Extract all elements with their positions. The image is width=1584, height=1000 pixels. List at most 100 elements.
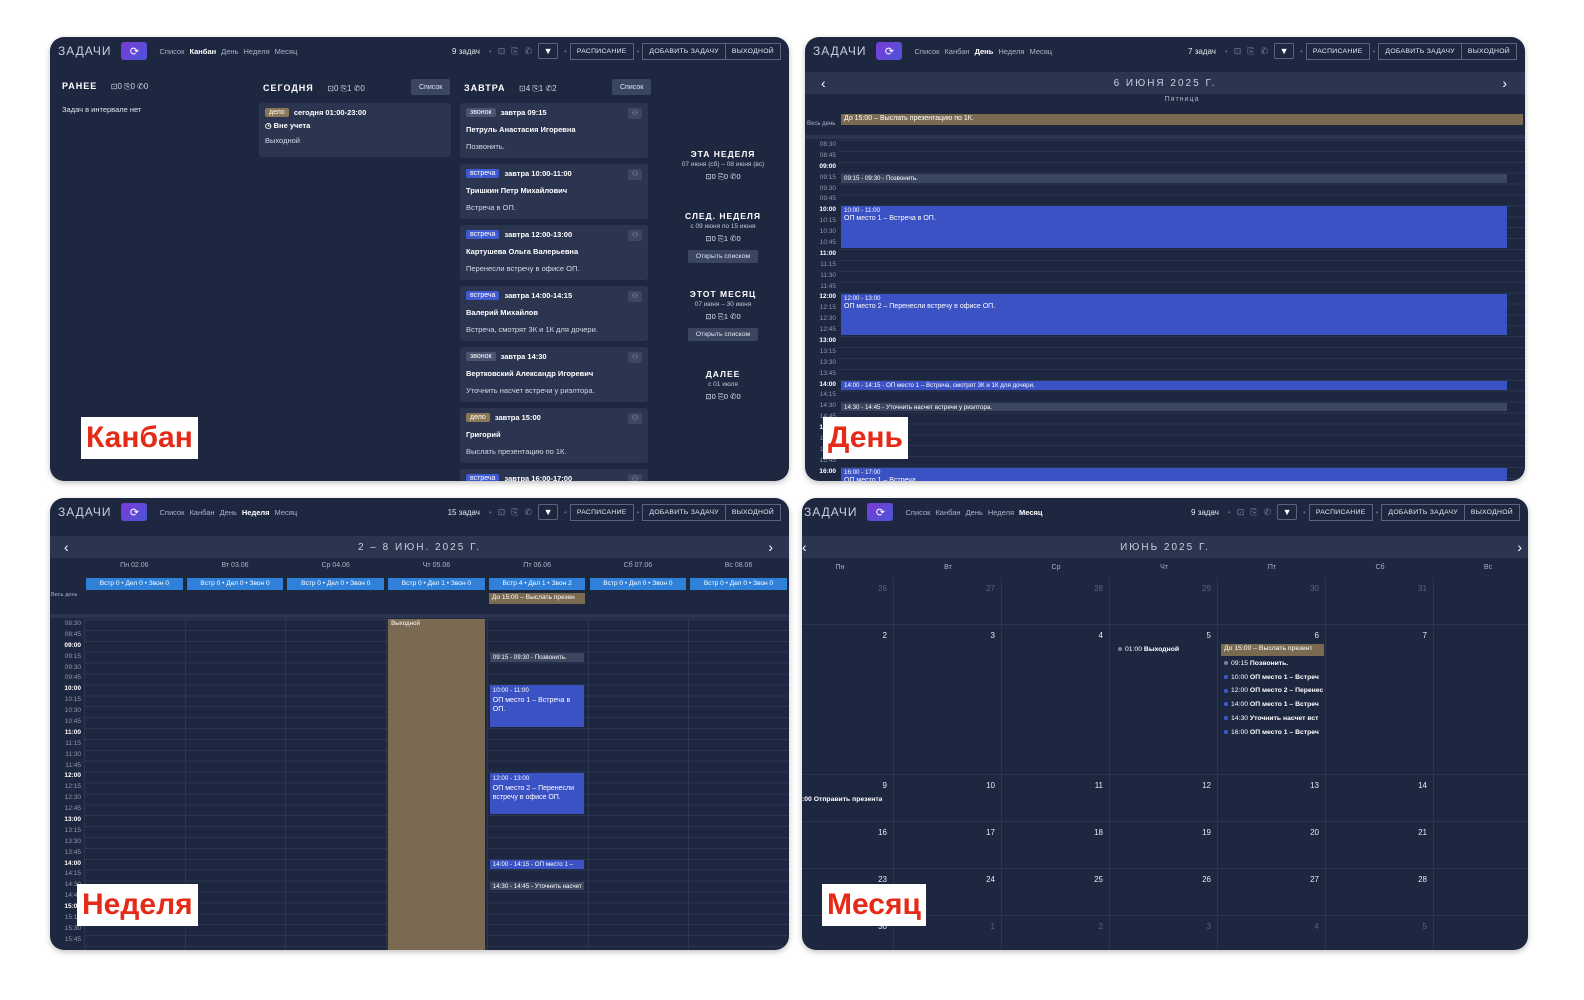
day-cell[interactable]: 26 xyxy=(802,578,894,625)
task-card[interactable]: встреча завтра 16:00-17:00 ⚇ xyxy=(460,469,648,481)
nav-day[interactable]: День xyxy=(221,46,239,56)
sync-icon[interactable]: ⟳ xyxy=(876,42,903,60)
month-event[interactable]: 16:00 ОП место 1 – Встреч xyxy=(1224,729,1324,736)
day-cell[interactable]: 12 xyxy=(1110,775,1218,822)
calendar-event[interactable]: 09:15 - 09:30 - Позвонить. xyxy=(489,652,585,662)
allday-event[interactable]: До 15:00 – Выслать презент xyxy=(1221,644,1324,656)
day-cell[interactable]: 7 xyxy=(1326,625,1434,775)
day-cell[interactable]: 16 xyxy=(802,822,894,869)
nav-month[interactable]: Месяц xyxy=(1029,46,1053,56)
day-summary-chip[interactable]: Встр 0 • Дел 0 • Звон 0 xyxy=(589,578,687,590)
nav-kanban[interactable]: Канбан xyxy=(189,46,217,56)
participants-icon[interactable]: ⚇ xyxy=(628,474,642,481)
day-cell[interactable]: 1 xyxy=(1434,578,1528,625)
open-list-button[interactable]: Открыть списком xyxy=(687,328,759,341)
day-cell[interactable]: 11 xyxy=(1002,775,1110,822)
day-off-button[interactable]: ВЫХОДНОЙ xyxy=(1460,42,1517,60)
day-cell[interactable]: 13 xyxy=(1218,775,1326,822)
task-card[interactable]: встреча завтра 14:00-14:15 ⚇ Валерий Михайл… xyxy=(460,286,648,341)
briefcase-icon[interactable]: ⊡ xyxy=(1233,45,1242,56)
day-cell[interactable]: 29 xyxy=(1110,578,1218,625)
nav-month[interactable]: Месяц xyxy=(274,507,298,517)
day-cell[interactable]: 4 xyxy=(1002,625,1110,775)
nav-month[interactable]: Месяц xyxy=(274,46,298,56)
nav-kanban[interactable]: Канбан xyxy=(189,507,215,517)
month-event[interactable]: 14:00 ОП место 1 – Встреч xyxy=(1224,701,1324,708)
phone-icon[interactable]: ✆ xyxy=(524,506,533,517)
calendar-event[interactable]: 14:30 - 14:45 - Уточнить насчет xyxy=(489,881,585,891)
filter-icon[interactable]: ▼ xyxy=(1277,504,1298,520)
day-summary-chip[interactable]: Встр 4 • Дел 1 • Звон 2 xyxy=(488,578,586,590)
day-cell[interactable] xyxy=(1434,869,1528,916)
calendar-event[interactable]: 14:30 - 14:45 - Уточнить насчет встречи … xyxy=(841,402,1507,412)
nav-day[interactable]: День xyxy=(219,507,237,517)
add-task-button[interactable]: ДОБАВИТЬ ЗАДАЧУ xyxy=(1381,503,1464,521)
month-event[interactable]: 01:00 Выходной xyxy=(1118,646,1179,653)
day-cell[interactable]: 21 xyxy=(1326,822,1434,869)
task-card[interactable]: встреча завтра 10:00-11:00 ⚇ Тришкин Петр М… xyxy=(460,164,648,219)
schedule-button[interactable]: РАСПИСАНИЕ xyxy=(569,42,634,60)
day-cell[interactable]: 25 xyxy=(1002,869,1110,916)
calendar-event[interactable]: 12:00 - 13:00 ОП место 2 – Перенесли встр… xyxy=(841,293,1507,336)
allday-event[interactable]: До 15:00 – Выслать презентацию по 1К. xyxy=(841,114,1523,125)
day-cell[interactable]: 1 xyxy=(894,916,1002,950)
briefcase-icon[interactable]: ⊡ xyxy=(1236,506,1245,517)
task-card[interactable]: звонок завтра 14:30 ⚇ Вертковский Александр… xyxy=(460,347,648,402)
nav-list[interactable]: Список xyxy=(159,507,185,517)
day-cell[interactable]: 28 xyxy=(1002,578,1110,625)
day-cell[interactable]: 5 xyxy=(1110,625,1218,775)
day-off-button[interactable]: ВЫХОДНОЙ xyxy=(724,42,781,60)
day-cell[interactable]: 26 xyxy=(1110,869,1218,916)
phone-icon[interactable]: ✆ xyxy=(1260,45,1269,56)
day-summary-chip[interactable]: Встр 0 • Дел 0 • Звон 0 xyxy=(287,578,385,590)
today-list-button[interactable]: Список xyxy=(411,79,451,95)
copy-icon[interactable]: ⎘ xyxy=(1250,506,1258,517)
calendar-event[interactable]: 16:00 - 17:00 ОП место 1 – Встреча xyxy=(841,468,1507,481)
day-summary-chip[interactable]: Встр 0 • Дел 1 • Звон 0 xyxy=(388,578,485,590)
chevron-right-icon[interactable]: › xyxy=(1517,539,1524,555)
day-cell[interactable]: 31 xyxy=(1326,578,1434,625)
month-event[interactable]: :00 Отправить презента xyxy=(802,796,883,803)
nav-month[interactable]: Месяц xyxy=(1019,507,1043,517)
day-summary-chip[interactable]: Встр 0 • Дел 0 • Звон 0 xyxy=(86,578,183,590)
day-cell[interactable]: 3 xyxy=(1110,916,1218,950)
copy-icon[interactable]: ⎘ xyxy=(511,506,519,517)
day-cell[interactable] xyxy=(1434,775,1528,822)
nav-day[interactable]: День xyxy=(974,46,994,56)
calendar-event[interactable]: 12:00 - 13:00 ОП место 2 – Перенесли встр… xyxy=(489,772,585,815)
calendar-event[interactable]: 10:00 - 11:00 ОП место 1 – Встреча в ОП. xyxy=(489,685,585,727)
day-off-button[interactable]: ВЫХОДНОЙ xyxy=(1463,503,1520,521)
nav-week[interactable]: Неделя xyxy=(241,507,270,517)
participants-icon[interactable]: ⚇ xyxy=(628,352,642,363)
day-off-button[interactable]: ВЫХОДНОЙ xyxy=(724,503,781,521)
task-card[interactable]: дело сегодня 01:00-23:00 ◷ Вне учета Выхо… xyxy=(259,103,451,157)
tomorrow-list-button[interactable]: Список xyxy=(612,79,652,95)
filter-icon[interactable]: ▼ xyxy=(538,504,559,520)
participants-icon[interactable]: ⚇ xyxy=(628,291,642,302)
day-cell[interactable]: 10 xyxy=(894,775,1002,822)
nav-week[interactable]: Неделя xyxy=(987,507,1015,517)
schedule-button[interactable]: РАСПИСАНИЕ xyxy=(1305,42,1370,60)
day-cell[interactable]: 14 xyxy=(1326,775,1434,822)
calendar-event[interactable]: 14:00 - 14:15 - ОП место 1 – Встреча, см… xyxy=(841,380,1507,390)
copy-icon[interactable]: ⎘ xyxy=(511,45,519,56)
participants-icon[interactable]: ⚇ xyxy=(628,413,642,424)
day-cell[interactable]: 27 xyxy=(1218,869,1326,916)
day-cell[interactable]: 9 xyxy=(802,775,894,822)
month-event[interactable]: 09:15 Позвонить. xyxy=(1224,660,1324,667)
schedule-button[interactable]: РАСПИСАНИЕ xyxy=(569,503,634,521)
phone-icon[interactable]: ✆ xyxy=(524,45,533,56)
briefcase-icon[interactable]: ⊡ xyxy=(497,506,506,517)
day-summary-chip[interactable]: Встр 0 • Дел 0 • Звон 0 xyxy=(186,578,284,590)
day-cell[interactable]: 27 xyxy=(894,578,1002,625)
day-cell[interactable]: 30 xyxy=(1218,578,1326,625)
nav-week[interactable]: Неделя xyxy=(998,46,1025,56)
participants-icon[interactable]: ⚇ xyxy=(628,230,642,241)
sync-icon[interactable]: ⟳ xyxy=(121,42,148,60)
day-cell[interactable]: 24 xyxy=(894,869,1002,916)
task-card[interactable]: встреча завтра 12:00-13:00 ⚇ Картушева Ольг… xyxy=(460,225,648,280)
day-cell[interactable]: 6 xyxy=(1218,625,1326,775)
copy-icon[interactable]: ⎘ xyxy=(1247,45,1255,56)
day-cell[interactable]: 18 xyxy=(1002,822,1110,869)
task-card[interactable]: дело завтра 15:00 ⚇ Григорий Выслать презент… xyxy=(460,408,648,463)
